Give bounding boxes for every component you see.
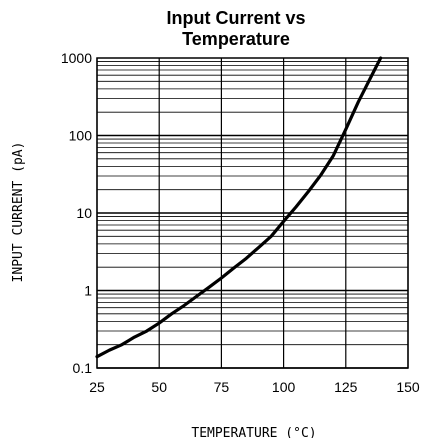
y-tick-label: 10 bbox=[76, 205, 92, 221]
y-tick-label: 1 bbox=[84, 283, 92, 299]
y-tick-label: 100 bbox=[69, 128, 93, 144]
y-tick-label: 0.1 bbox=[73, 360, 93, 376]
tick-labels: 25 50 75 100 125 150 0.1 1 10 100 1000 bbox=[61, 50, 420, 395]
x-tick-label: 125 bbox=[334, 379, 358, 395]
y-axis-label: INPUT CURRENT (pA) bbox=[11, 142, 26, 283]
x-axis-label: TEMPERATURE (°C) bbox=[191, 426, 316, 438]
chart-subtitle: Temperature bbox=[182, 29, 290, 49]
grid bbox=[96, 58, 409, 369]
chart-title: Input Current vs bbox=[166, 8, 305, 28]
x-tick-label: 75 bbox=[214, 379, 230, 395]
series-layer bbox=[95, 56, 383, 359]
x-tick-label: 100 bbox=[272, 379, 296, 395]
y-tick-label: 1000 bbox=[61, 50, 92, 66]
x-tick-label: 50 bbox=[151, 379, 167, 395]
series-line bbox=[95, 56, 383, 359]
plot-frame bbox=[96, 57, 409, 369]
x-tick-label: 150 bbox=[396, 379, 420, 395]
x-tick-label: 25 bbox=[89, 379, 105, 395]
